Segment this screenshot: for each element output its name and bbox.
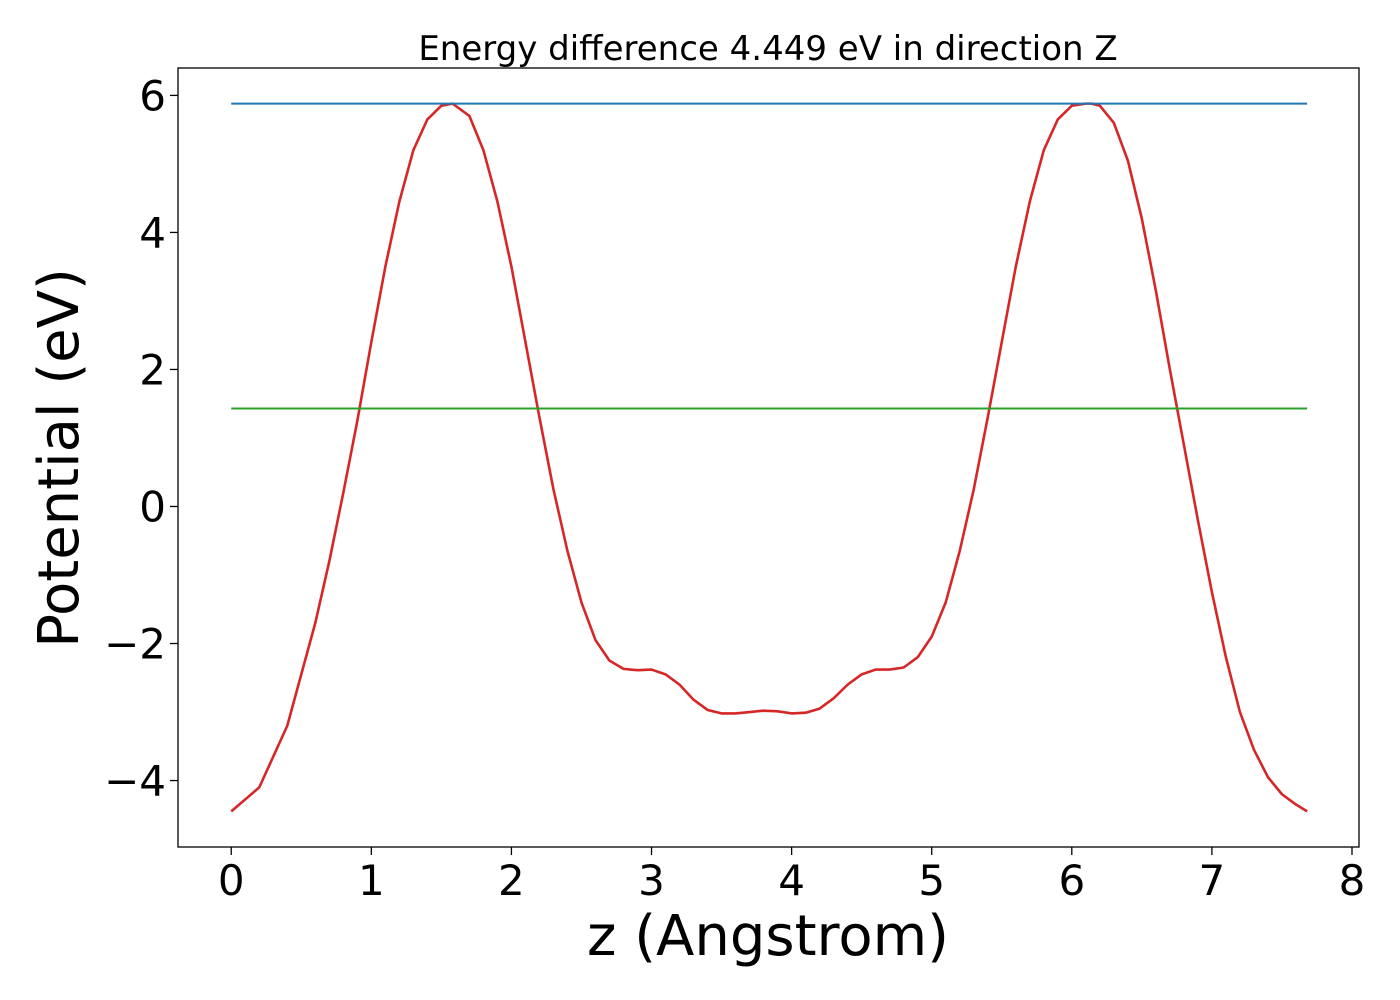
y-ticks: −4 −2 0 2 4 6 — [104, 71, 178, 806]
series-layer — [230, 102, 1308, 813]
y-tick-label: 6 — [139, 71, 166, 120]
x-axis-label: z (Angstrom) — [587, 904, 949, 969]
chart-title: Energy difference 4.449 eV in direction … — [418, 29, 1117, 69]
x-tick-label: 2 — [498, 856, 525, 905]
x-tick-label: 7 — [1199, 856, 1226, 905]
x-tick-label: 4 — [778, 856, 805, 905]
y-tick-label: 2 — [139, 345, 166, 394]
y-axis-label: Potential (eV) — [27, 268, 92, 648]
y-tick-label: −2 — [104, 620, 166, 669]
y-tick-label: 0 — [139, 482, 166, 531]
x-tick-label: 6 — [1058, 856, 1085, 905]
x-tick-label: 0 — [218, 856, 245, 905]
plot-frame — [177, 67, 1360, 848]
series-red-potential-line — [230, 102, 1308, 813]
x-ticks: 0 1 2 3 4 5 6 7 8 — [218, 847, 1365, 905]
x-tick-label: 5 — [918, 856, 945, 905]
x-tick-label: 8 — [1339, 856, 1366, 905]
y-tick-label: −4 — [104, 757, 166, 806]
x-tick-label: 3 — [638, 856, 665, 905]
x-tick-label: 1 — [358, 856, 385, 905]
y-tick-label: 4 — [139, 208, 166, 257]
